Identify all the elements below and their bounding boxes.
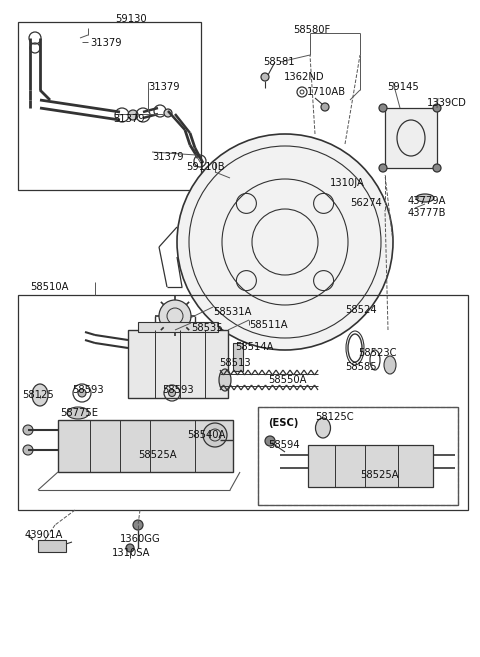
Text: 43779A: 43779A [408,196,446,206]
Text: 58550A: 58550A [268,375,307,385]
Ellipse shape [78,389,86,397]
Text: 58535: 58535 [191,323,223,333]
Text: 58524: 58524 [345,305,377,315]
Circle shape [265,436,275,446]
Text: 58523C: 58523C [358,348,396,358]
Text: 58125: 58125 [22,390,54,400]
Ellipse shape [32,384,48,406]
Circle shape [261,73,269,81]
Ellipse shape [219,369,231,391]
Bar [233,343,243,371]
Bar [128,330,228,398]
Text: 58581: 58581 [263,57,295,67]
Text: 59145: 59145 [387,82,419,92]
Circle shape [126,544,134,552]
Text: 58514A: 58514A [235,342,274,352]
Text: 31379: 31379 [113,114,144,124]
Text: 1310JA: 1310JA [330,178,365,188]
Text: (ESC): (ESC) [268,418,299,428]
Text: 59110B: 59110B [186,162,225,172]
Circle shape [433,104,441,112]
Text: 1310SA: 1310SA [112,548,151,558]
Bar [258,407,458,505]
Circle shape [164,109,172,117]
Bar [258,407,458,505]
Text: 58594: 58594 [268,440,300,450]
Bar [385,108,437,168]
Text: 58775E: 58775E [60,408,98,418]
Bar [340,175,360,197]
Circle shape [133,520,143,530]
Circle shape [159,300,191,332]
Text: 31379: 31379 [90,38,121,48]
Bar [138,322,218,332]
Text: 31379: 31379 [152,152,184,162]
Circle shape [321,103,329,111]
Text: 1710AB: 1710AB [307,87,346,97]
Text: 58531A: 58531A [213,307,252,317]
Circle shape [23,445,33,455]
Text: 58593: 58593 [162,385,193,395]
Bar [308,445,433,487]
Text: 58593: 58593 [72,385,104,395]
Bar [38,540,66,552]
Ellipse shape [67,407,89,419]
Text: 58125C: 58125C [315,412,354,422]
Circle shape [379,104,387,112]
Text: 58510A: 58510A [30,282,69,292]
Ellipse shape [416,194,434,202]
Circle shape [23,425,33,435]
Text: 43777B: 43777B [408,208,446,218]
Text: 43901A: 43901A [25,530,63,540]
Bar [58,420,233,472]
Text: 58513: 58513 [219,358,251,368]
Circle shape [128,110,138,120]
Circle shape [433,164,441,172]
Text: 31379: 31379 [148,82,180,92]
Text: 58580F: 58580F [293,25,330,35]
Circle shape [379,164,387,172]
Circle shape [177,134,393,350]
Text: 58540A: 58540A [187,430,226,440]
Ellipse shape [384,356,396,374]
Text: 1362ND: 1362ND [284,72,324,82]
Ellipse shape [315,418,331,438]
Text: 58525A: 58525A [138,450,177,460]
Text: 1339CD: 1339CD [427,98,467,108]
Bar [18,22,201,190]
Text: 56274: 56274 [350,198,382,208]
Text: 59130: 59130 [115,14,146,24]
Circle shape [203,423,227,447]
Bar [18,295,468,510]
Text: 58511A: 58511A [249,320,288,330]
Text: 58585: 58585 [345,362,377,372]
Text: 58525A: 58525A [360,470,398,480]
Text: 1360GG: 1360GG [120,534,161,544]
Ellipse shape [168,390,176,397]
